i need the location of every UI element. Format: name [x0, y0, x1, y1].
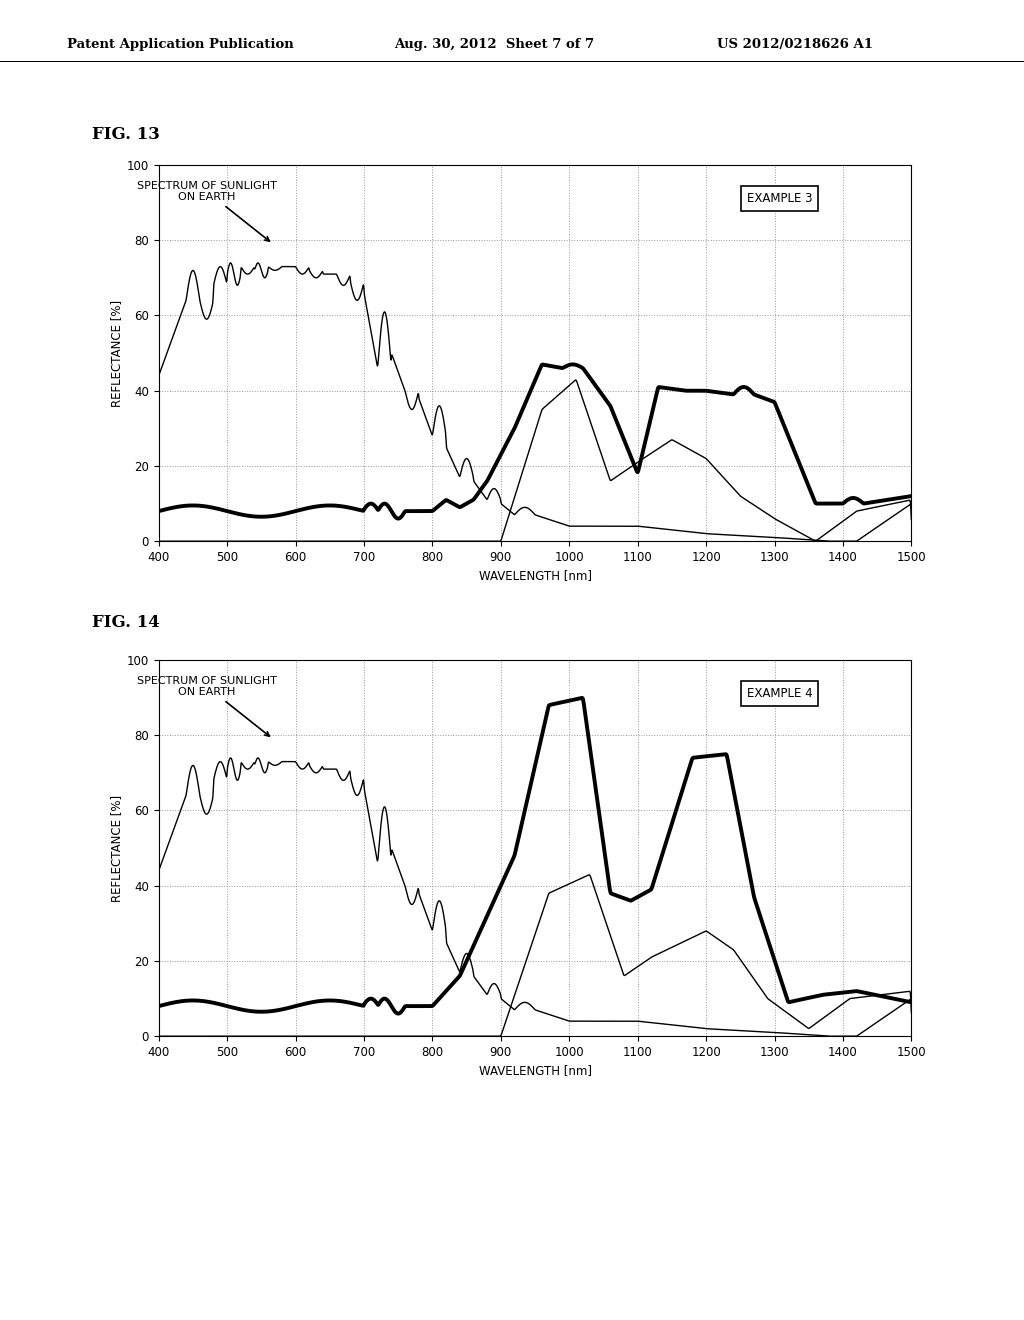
Y-axis label: REFLECTANCE [%]: REFLECTANCE [%]	[110, 795, 123, 902]
Text: US 2012/0218626 A1: US 2012/0218626 A1	[717, 38, 872, 51]
Text: SPECTRUM OF SUNLIGHT
ON EARTH: SPECTRUM OF SUNLIGHT ON EARTH	[136, 676, 276, 737]
Text: EXAMPLE 3: EXAMPLE 3	[746, 193, 812, 206]
Text: Aug. 30, 2012  Sheet 7 of 7: Aug. 30, 2012 Sheet 7 of 7	[394, 38, 594, 51]
Text: EXAMPLE 4: EXAMPLE 4	[746, 688, 812, 701]
Y-axis label: REFLECTANCE [%]: REFLECTANCE [%]	[110, 300, 123, 407]
Text: SPECTRUM OF SUNLIGHT
ON EARTH: SPECTRUM OF SUNLIGHT ON EARTH	[136, 181, 276, 242]
X-axis label: WAVELENGTH [nm]: WAVELENGTH [nm]	[478, 1064, 592, 1077]
Text: Patent Application Publication: Patent Application Publication	[67, 38, 293, 51]
Text: FIG. 14: FIG. 14	[92, 614, 160, 631]
Text: FIG. 13: FIG. 13	[92, 125, 160, 143]
X-axis label: WAVELENGTH [nm]: WAVELENGTH [nm]	[478, 569, 592, 582]
